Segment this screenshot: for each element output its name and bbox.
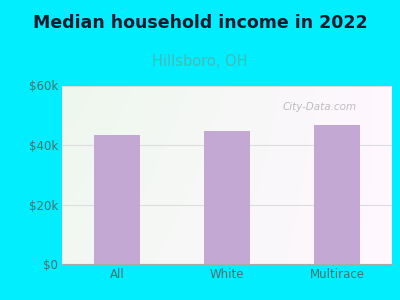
Text: Hillsboro, OH: Hillsboro, OH — [152, 54, 248, 69]
Bar — [314, 125, 360, 264]
Text: City-Data.com: City-Data.com — [282, 102, 356, 112]
Text: Median household income in 2022: Median household income in 2022 — [33, 14, 367, 32]
Bar — [94, 135, 140, 264]
Bar — [204, 131, 250, 264]
